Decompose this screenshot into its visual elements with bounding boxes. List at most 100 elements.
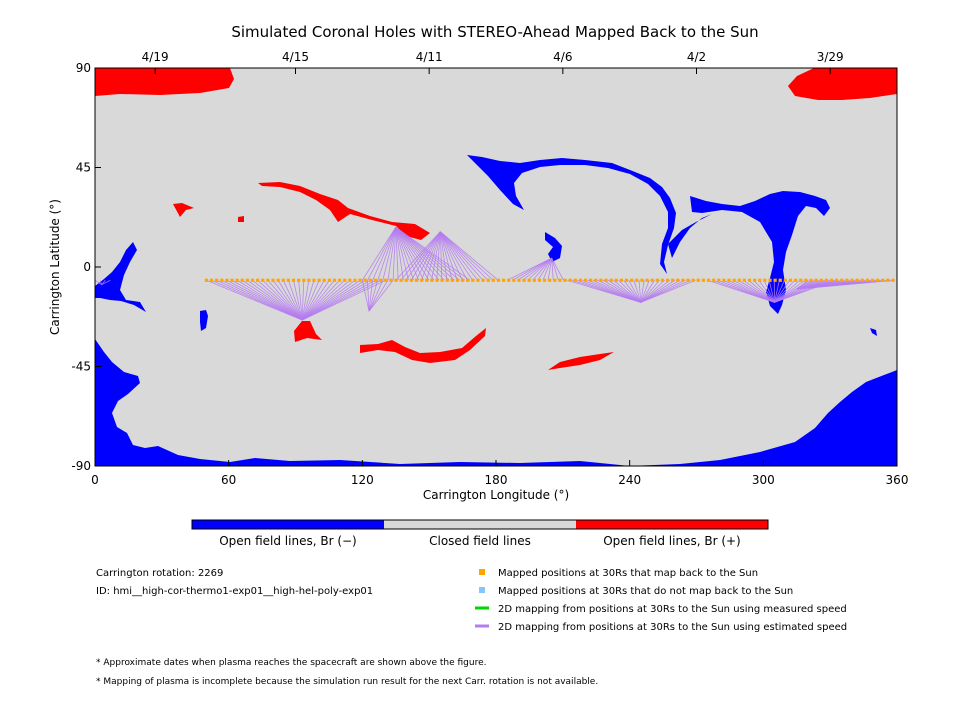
mapped-position-point [686,278,690,282]
mapped-position-point [773,278,777,282]
mapping-line [368,280,373,312]
mapped-position-point [312,278,316,282]
mapping-line [640,280,645,303]
top-date-axis: 4/19 4/15 4/11 4/6 4/2 3/29 [142,50,844,74]
mapping-line [301,279,361,321]
mapping-line [439,231,473,281]
mapping-line [387,227,397,281]
mapping-line [439,231,458,281]
note-incomplete: * Mapping of plasma is incomplete becaus… [96,677,598,687]
mapped-position-point [881,278,885,282]
mapping-line [301,280,330,321]
mapped-position-point [209,278,214,282]
mapped-position-point [501,278,506,282]
mapping-line [301,279,346,321]
mapping-line [640,280,650,303]
mapped-position-point [343,278,347,282]
x-tick-label: 60 [221,473,236,487]
mapping-line [440,231,484,281]
mapped-position-point [384,278,388,282]
mapping-line [301,280,310,321]
south-polar-coronal-hole [95,339,897,466]
legend-marker-mapped [479,569,485,575]
mapped-position-point [768,278,772,282]
x-tick-label: 0 [91,473,99,487]
top-tick-label: 4/15 [282,50,309,64]
mapping-line [640,279,665,303]
mapped-position-point [281,278,285,282]
y-tick-label: -90 [71,459,91,473]
north-polar-west-hole [95,68,234,96]
mapped-position-point [389,278,393,282]
mapped-position-point [824,278,828,282]
mapped-position-point [855,278,859,282]
mapped-position-point [240,278,244,282]
top-tick-label: 4/6 [553,50,572,64]
mapping-line [758,280,775,303]
mapping-line [382,227,397,281]
mapping-line [774,279,801,303]
mapped-position-point [235,278,239,282]
mapped-position-point [865,278,869,282]
mapping-line [392,227,397,281]
mapping-line [368,280,394,312]
mapping-line [506,257,552,281]
mapping-line [551,258,559,281]
legend-label-mapped: Mapped positions at 30Rs that map back t… [498,568,758,579]
mapping-line [301,279,366,321]
colorbar-closed [384,520,576,529]
mid-north-small-hole [545,232,562,262]
mapped-position-point [763,278,767,282]
mapping-line [628,280,642,303]
mapped-position-point [747,278,752,282]
mapped-position-point [589,278,593,282]
mapped-position-point [645,278,649,282]
mapped-position-point [532,278,536,282]
mapping-line [522,257,552,281]
mapped-position-point [886,278,890,282]
mapping-line [395,226,430,281]
mapped-position-point [527,278,531,282]
mapped-position-point [507,278,511,282]
mapped-position-point [599,278,603,282]
colorbar-frame [191,519,769,530]
mapped-position-point [804,278,808,282]
mapping-line [395,231,441,281]
mapped-position-point [466,278,470,282]
legend: Mapped positions at 30Rs that map back t… [475,568,847,633]
mapping-line [301,280,335,321]
mapped-position-point [537,278,542,282]
mapping-line [301,280,325,321]
mapping-line [426,231,441,281]
mapping-line [395,226,460,281]
small-north-dot [238,216,244,222]
mapping-line [439,231,468,281]
colorbar: Open field lines, Br (−) Closed field li… [191,519,769,548]
open-field-negative-regions [95,155,897,466]
mapped-position-point [814,278,818,282]
x-tick-label: 300 [752,473,775,487]
mapped-position-point [512,278,516,282]
mapping-line [613,279,642,303]
mapping-line [298,280,303,321]
y-axis-label: Carrington Latitude (°) [48,199,62,335]
mapped-position-point [399,278,403,282]
mapping-line [640,279,671,303]
mapped-position-point [676,278,680,282]
mapped-position-point [732,278,736,282]
mapped-position-point [712,278,716,282]
mapped-position-point [276,278,280,282]
mapped-position-point [778,278,782,282]
mapped-position-point [691,278,695,282]
legend-marker-unmapped [479,587,485,593]
mapping-line [287,280,303,321]
y-tick-label: 45 [76,161,91,175]
mapped-position-point [681,278,685,282]
mapping-line [532,257,552,281]
mapping-line [101,279,111,286]
mapped-position-point [809,278,813,282]
mapping-line [517,257,552,281]
mapping-line [527,257,552,281]
mapping-line [753,279,775,303]
mapped-position-point [419,278,424,282]
